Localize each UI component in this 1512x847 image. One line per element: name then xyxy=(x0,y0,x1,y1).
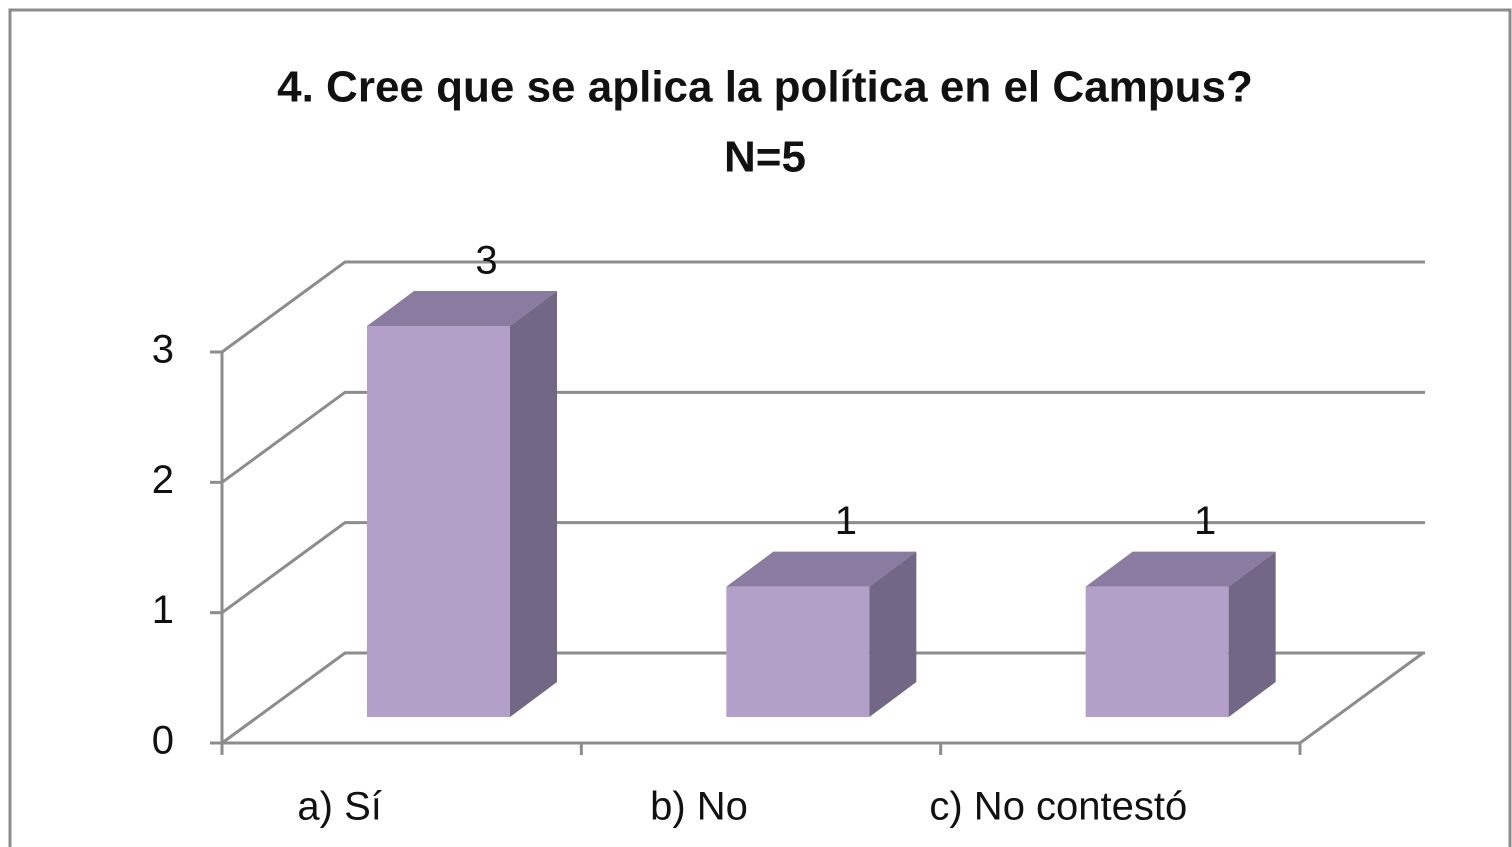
chart-subtitle: N=5 xyxy=(724,133,806,182)
value-label: 3 xyxy=(475,239,497,283)
x-tick-label: a) Sí xyxy=(297,785,381,829)
grid-line xyxy=(221,651,1425,745)
bar xyxy=(1085,586,1229,717)
grid-line xyxy=(221,521,1425,614)
bar xyxy=(367,326,510,717)
chart-title: 4. Cree que se aplica la política en el … xyxy=(277,63,1253,112)
y-tick-label: 1 xyxy=(152,588,174,632)
bar-side xyxy=(1228,551,1276,717)
y-tick-label: 2 xyxy=(152,458,174,502)
x-tick-label: b) No xyxy=(650,785,748,829)
y-tick-label: 3 xyxy=(152,328,174,372)
bar-top xyxy=(1085,551,1276,587)
x-tick-label: c) No contestó xyxy=(929,785,1187,829)
value-label: 1 xyxy=(835,499,857,543)
value-label: 1 xyxy=(1194,499,1216,543)
bar xyxy=(726,586,870,717)
bar-side xyxy=(510,291,557,717)
bar-side xyxy=(869,551,917,717)
bar-top xyxy=(726,551,917,587)
grid-line xyxy=(221,390,1425,484)
grid-line xyxy=(221,260,1425,354)
y-tick-label: 0 xyxy=(152,719,174,763)
bar-top xyxy=(367,291,557,326)
